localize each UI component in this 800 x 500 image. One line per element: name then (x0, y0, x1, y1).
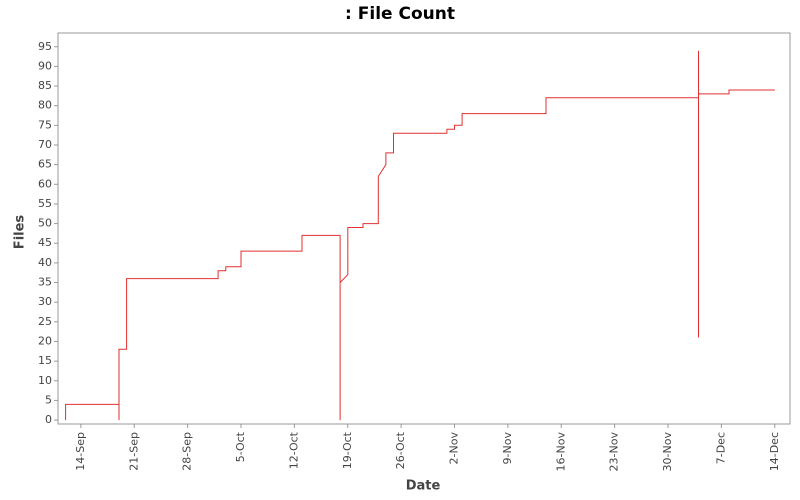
y-tick-label: 95 (38, 40, 52, 53)
x-axis-title: Date (406, 479, 441, 494)
x-tick-label: 7-Dec (714, 432, 727, 464)
x-tick-label: 12-Oct (287, 431, 300, 469)
y-tick-label: 45 (38, 236, 52, 249)
plot-area (57, 32, 791, 425)
y-tick-label: 35 (38, 276, 52, 289)
x-tick-label: 2-Nov (448, 432, 461, 465)
y-tick-label: 5 (45, 393, 52, 406)
y-tick-label: 15 (38, 354, 52, 367)
x-tick-label: 19-Oct (341, 431, 354, 469)
y-tick-label: 25 (38, 315, 52, 328)
y-tick-label: 65 (38, 158, 52, 171)
x-tick-label: 14-Sep (74, 432, 87, 471)
x-tick-label: 14-Dec (768, 432, 781, 471)
y-tick-label: 20 (38, 334, 52, 347)
y-axis-title: Files (13, 215, 28, 250)
y-tick-label: 55 (38, 197, 52, 210)
y-tick-label: 0 (45, 413, 52, 426)
y-tick-label: 30 (38, 295, 52, 308)
x-tick-label: 9-Nov (501, 432, 514, 465)
x-tick-label: 23-Nov (608, 432, 621, 472)
y-tick-label: 75 (38, 118, 52, 131)
x-tick-label: 5-Oct (234, 431, 247, 462)
data-line (65, 50, 775, 421)
y-tick-label: 10 (38, 374, 52, 387)
x-tick-label: 21-Sep (127, 432, 140, 471)
y-tick-label: 40 (38, 256, 52, 269)
y-tick-label: 90 (38, 59, 52, 72)
y-tick-label: 60 (38, 177, 52, 190)
y-tick-label: 80 (38, 99, 52, 112)
x-tick-label: 16-Nov (554, 432, 567, 472)
x-tick-label: 28-Sep (181, 432, 194, 471)
y-tick-label: 50 (38, 217, 52, 230)
y-tick-label: 70 (38, 138, 52, 151)
x-tick-label: 26-Oct (394, 431, 407, 469)
x-tick-label: 30-Nov (661, 432, 674, 472)
chart-title: : File Count (345, 4, 455, 24)
y-tick-label: 85 (38, 79, 52, 92)
